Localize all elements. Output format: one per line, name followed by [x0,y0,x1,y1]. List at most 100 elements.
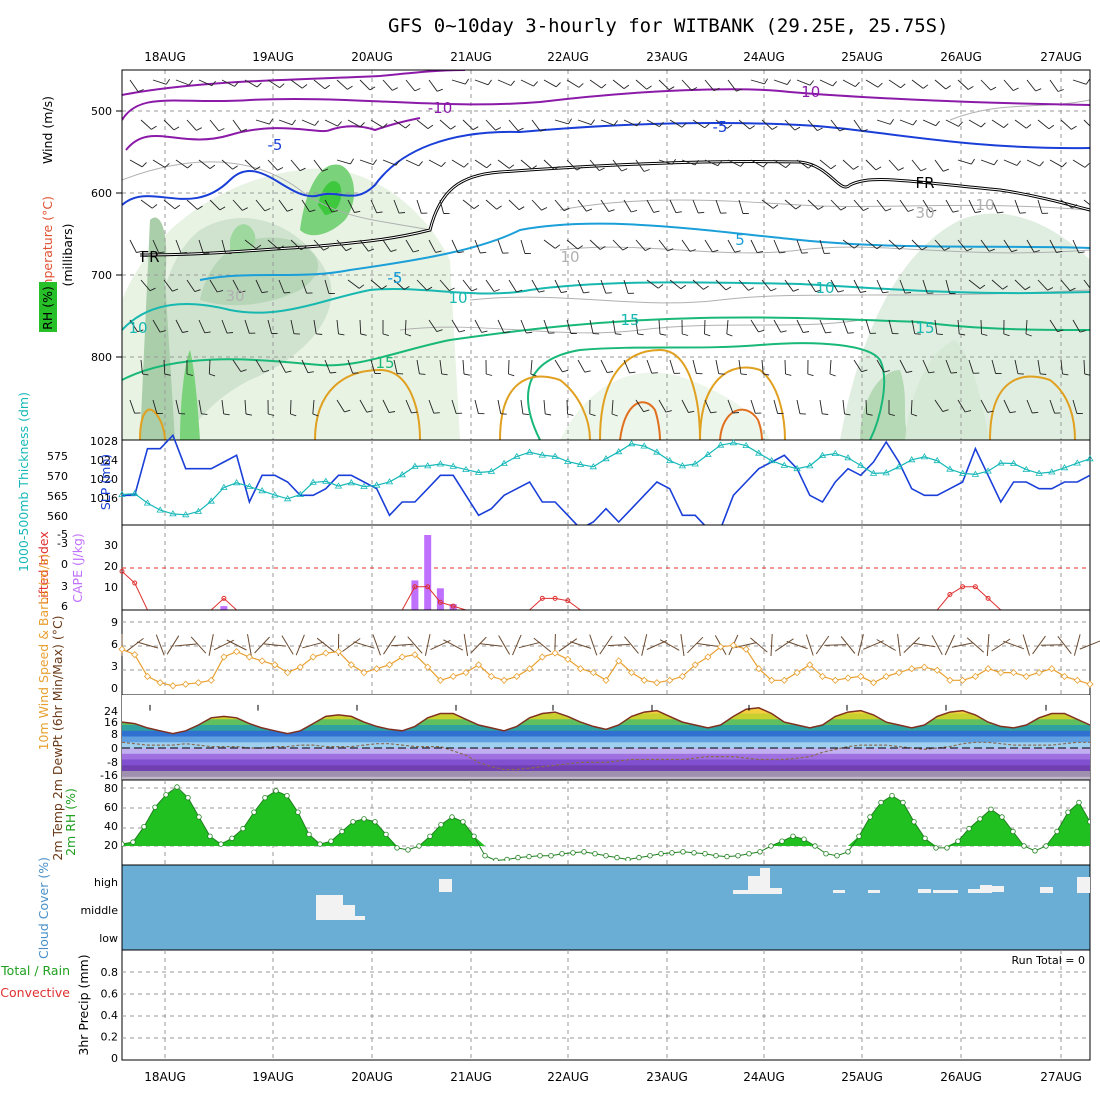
thickness-marker [513,452,521,459]
wind-barb [876,244,883,250]
wind-barb [861,129,868,132]
wind-barb [906,370,913,373]
slp-tick-label: 1028 [90,435,118,448]
wind-barb [186,279,196,292]
wind-barb [359,79,371,91]
wind-barb [934,79,946,90]
wind-barb [172,288,179,292]
rh-marker [537,853,543,859]
wind10-marker [615,657,623,665]
wind-barb [600,119,615,126]
wind-barb [481,330,488,333]
contour-label: 10 [128,319,147,337]
wind-barb [784,199,796,210]
gray-contour [949,99,1090,121]
thickness-marker [296,490,305,497]
wind-barb [312,399,315,414]
thickness-marker [347,479,356,486]
wind-barb [750,319,759,333]
wind-barb [223,413,230,416]
wind-barb [980,79,992,91]
cloud-bar [933,890,958,893]
thickness-marker [220,483,228,490]
wind-barb [278,199,288,212]
rh-marker [350,819,356,825]
wind-barb [497,159,510,169]
wind-barb [209,373,216,377]
wind-barb [589,413,596,417]
wind-barb [217,289,224,293]
contour-label: -5 [713,118,728,136]
wind-barb [635,239,646,251]
wind10-marker [1073,676,1081,684]
wind10-marker [347,661,355,669]
wind-barb [439,199,445,214]
wind-barb [785,163,791,168]
wind-barb [405,399,412,414]
cloud-bar [833,890,845,893]
wind10-barb [876,639,896,651]
wind-barb [934,399,944,412]
wind-barb [393,119,406,129]
thickness-marker [143,499,152,506]
wind10-barb [840,636,856,654]
wind10-marker [908,665,916,673]
wind10-barb [770,633,773,657]
wind-barb [975,211,982,214]
wind10-marker [449,672,457,680]
wind-barb [888,239,900,250]
wind-barb [1016,160,1021,166]
wind-barb [530,373,537,377]
wind-barb [244,319,250,334]
wind-barb [350,158,354,165]
wind-barb [651,372,658,374]
wind-barb [165,79,170,85]
wind-barb [307,371,314,374]
wind-barb [428,239,436,253]
rh-marker [130,839,136,845]
wind-barb [863,207,869,212]
rh-marker [416,843,422,849]
isotherm-line [139,408,166,440]
wind-barb [198,239,204,254]
wind-barb [715,199,722,214]
wind-barb [543,399,546,414]
wind-barb [531,165,537,170]
date-label-top: 20AUG [351,50,393,64]
rh-marker [339,828,345,835]
wind-barb [605,292,612,294]
wind-barb [543,159,555,170]
wind-barb [436,329,443,333]
wind-barb [692,199,699,214]
gray-contour [122,161,431,231]
wind-barb [471,288,478,292]
thickness-marker [793,464,801,472]
wind-barb [623,359,630,374]
wind-barb [1003,239,1012,252]
wind-barb [922,84,929,89]
wind-barb [599,246,606,250]
wind10-marker [959,676,967,684]
wind-barb [136,250,143,253]
wind-barb [934,239,945,251]
wind-barb [1049,399,1056,414]
wind10-barb [986,633,990,657]
precip-convective-label: Convective [0,985,70,1000]
wind-barb [819,239,825,254]
rh-marker [559,851,565,857]
wind-barb [738,359,742,374]
wind-barb [750,399,756,414]
rh-marker [229,835,235,841]
cloud-bar [992,886,1004,892]
wind-barb [465,78,469,85]
wind-barb [405,79,416,92]
date-label-bottom: 24AUG [743,1070,785,1084]
wind-barb [239,290,246,293]
wind-barb [920,168,927,172]
wind-barb [621,168,628,172]
wind-barb [715,119,728,129]
wind10-barb [944,634,955,656]
wind-barb [290,79,303,89]
wind-tick-label: 9 [111,616,118,629]
wind-barb [1014,199,1021,214]
